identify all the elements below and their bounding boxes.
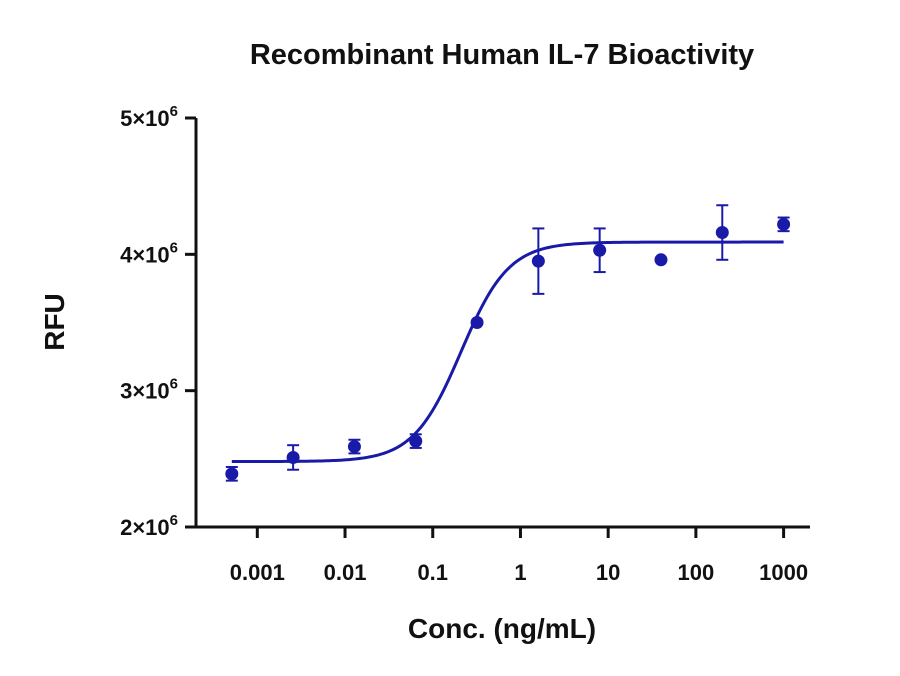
data-point (654, 253, 668, 267)
data-point (531, 254, 545, 268)
data-point (777, 217, 791, 231)
data-point (715, 226, 729, 240)
chart-title: Recombinant Human IL-7 Bioactivity (250, 39, 754, 71)
axes: 0.001 0.01 0.1 1 10 100 10002×1063×1064×1065×1… (120, 103, 810, 585)
fit-curve (231, 240, 784, 464)
data-point (593, 243, 607, 257)
x-tick-label: 100 (678, 560, 715, 585)
y-tick-mantissa: 5×10 (120, 106, 170, 131)
y-tick-label: 4×106 (120, 239, 178, 267)
x-tick-label: 10 (596, 560, 620, 585)
y-tick-exponent: 6 (170, 239, 178, 256)
y-tick-mantissa: 3×10 (120, 379, 170, 404)
data-point (409, 434, 423, 448)
y-tick-exponent: 6 (170, 512, 178, 529)
data-points-layer (225, 204, 791, 482)
data-point (286, 450, 300, 464)
data-point (347, 440, 361, 454)
x-tick-label: 0.001 (230, 560, 285, 585)
y-tick-exponent: 6 (170, 103, 178, 120)
y-tick-label: 3×106 (120, 376, 178, 404)
x-axis-label: Conc. (ng/mL) (408, 613, 596, 644)
data-point (470, 316, 484, 329)
x-tick-label: 0.01 (324, 560, 367, 585)
x-tick-label: 1 (514, 560, 526, 585)
y-tick-mantissa: 2×10 (120, 515, 170, 540)
data-point (225, 467, 239, 481)
fit-curve-layer (231, 240, 784, 464)
y-tick-label: 2×106 (120, 512, 178, 540)
x-tick-label: 1000 (759, 560, 808, 585)
x-tick-label: 0.1 (417, 560, 448, 585)
y-tick-mantissa: 4×10 (120, 242, 170, 267)
y-tick-label: 5×106 (120, 103, 178, 131)
y-tick-exponent: 6 (170, 376, 178, 393)
y-axis-label: RFU (39, 293, 70, 351)
